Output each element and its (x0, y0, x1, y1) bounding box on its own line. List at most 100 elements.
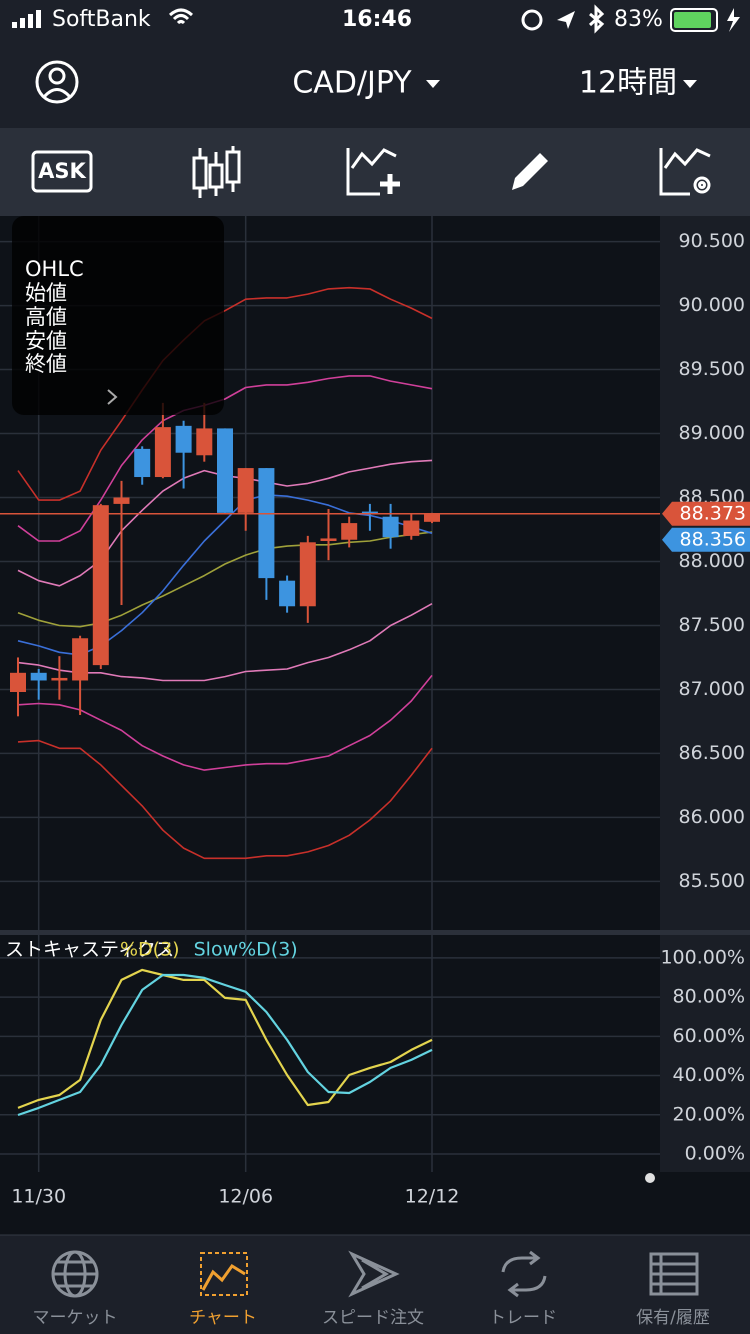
panel-separator (0, 930, 750, 935)
price-side: ASK (38, 159, 86, 183)
candle-body (299, 542, 316, 607)
indicator-line (17, 739, 433, 860)
candle-body (10, 672, 26, 692)
x-tick-label: 12/06 (218, 1186, 273, 1208)
tab-label: マーケット (33, 1308, 118, 1328)
y-tick-label: 85.500 (679, 870, 745, 892)
tab-positions[interactable]: 保有/履歴 (636, 1252, 710, 1328)
legend-label: Slow%D(3) (194, 939, 298, 961)
header-background (0, 0, 750, 128)
tab-label: トレード (489, 1308, 557, 1328)
candle-body (279, 580, 296, 607)
ohlc-label: 始値 (25, 281, 67, 305)
candle-body (237, 468, 254, 513)
ask-bid-toggle[interactable]: ASK (31, 150, 93, 193)
clock: 16:46 (342, 7, 412, 32)
y-tick-label: 87.500 (679, 614, 745, 636)
y-tick-label: 80.00% (673, 986, 745, 1008)
ohlc-title: OHLC (25, 257, 84, 281)
y-tick-label: 20.00% (673, 1103, 745, 1125)
charts: 85.50086.00086.50087.00087.50088.00088.5… (0, 216, 750, 1208)
axis-background (660, 216, 750, 1172)
candle-body (154, 427, 171, 478)
ohlc-label: 終値 (25, 352, 67, 376)
candle-body (113, 497, 130, 504)
candle-body (30, 672, 47, 681)
candle-body (403, 520, 420, 536)
candle-body (217, 428, 233, 513)
indicator-settings-button[interactable] (659, 148, 711, 196)
tab-speed-order[interactable]: スピード注文 (322, 1250, 424, 1328)
location-icon (557, 11, 575, 29)
candle-body (196, 428, 213, 456)
y-tick-label: 60.00% (673, 1025, 745, 1047)
y-tick-label: 89.500 (679, 358, 745, 380)
y-tick-label: 86.000 (679, 806, 745, 828)
price-tag-label: 88.373 (680, 502, 746, 524)
price-tag-label: 88.356 (680, 528, 746, 550)
indicator-line (17, 674, 433, 771)
indicator-line (17, 375, 433, 542)
candle-body (258, 468, 275, 579)
ohlc-label: 安値 (25, 329, 67, 353)
dropdown-arrow (426, 80, 440, 88)
add-indicator-button[interactable] (346, 148, 400, 196)
ohlc-label: 高値 (25, 305, 67, 329)
tab-label: チャート (189, 1308, 257, 1328)
legend-label: %D(3) (120, 939, 180, 961)
indicator-line (17, 531, 433, 628)
dropdown-arrow (683, 80, 697, 88)
price-tag (662, 527, 750, 552)
indicator-title: ストキャスティクス (5, 939, 174, 961)
candle-body (382, 516, 399, 538)
candle-body (320, 538, 337, 542)
page-indicator (645, 1173, 655, 1183)
pair: CAD/JPY (292, 66, 412, 101)
timeframe: 12時間 (579, 66, 677, 101)
y-tick-label: 40.00% (673, 1064, 745, 1086)
candle-body (92, 505, 109, 666)
indicator-line (17, 968, 433, 1109)
x-tick-label: 11/30 (11, 1186, 66, 1208)
y-tick-label: 87.000 (679, 678, 745, 700)
candle-body (134, 448, 151, 478)
pair-selector[interactable]: CAD/JPY (292, 66, 440, 101)
profile-button[interactable] (35, 60, 79, 104)
draw-button[interactable] (512, 153, 548, 190)
y-tick-label: 89.000 (679, 422, 745, 444)
timeframe-selector[interactable]: 12時間 (579, 66, 697, 101)
battery-level (674, 12, 711, 28)
carrier: SoftBank (52, 7, 151, 32)
price-tag (662, 501, 750, 526)
x-tick-label: 12/12 (405, 1186, 460, 1208)
charging-icon (727, 8, 740, 32)
rotation-lock-icon (521, 9, 543, 31)
battery-percent: 83% (614, 7, 663, 32)
y-tick-label: 100.00% (660, 946, 745, 968)
indicator-line (17, 973, 433, 1117)
ohlc-panel[interactable]: OHLC 始値 高値 安値 終値 (12, 216, 224, 415)
toolbar-background (0, 128, 750, 216)
candle-body (341, 523, 358, 540)
y-tick-label: 90.500 (679, 230, 745, 252)
y-tick-label: 88.000 (679, 550, 745, 572)
tab-label: スピード注文 (322, 1308, 424, 1328)
tab-trade[interactable]: トレード (489, 1250, 557, 1328)
battery-icon (670, 8, 718, 32)
indicator-line (17, 286, 433, 501)
tab-label: 保有/履歴 (636, 1308, 710, 1328)
wifi-icon (168, 8, 194, 25)
chart-type-button[interactable] (192, 146, 241, 198)
candle-body (361, 511, 378, 515)
expand-chevron (107, 389, 118, 405)
candle-body (51, 677, 68, 681)
tab-chart[interactable]: チャート (189, 1252, 257, 1328)
tab-market[interactable]: マーケット (33, 1250, 118, 1328)
y-tick-label: 86.500 (679, 742, 745, 764)
bluetooth-icon (588, 4, 605, 34)
y-tick-label: 0.00% (685, 1142, 745, 1164)
y-tick-label: 90.000 (679, 294, 745, 316)
candle-body (72, 638, 89, 681)
signal-icon (12, 10, 41, 28)
